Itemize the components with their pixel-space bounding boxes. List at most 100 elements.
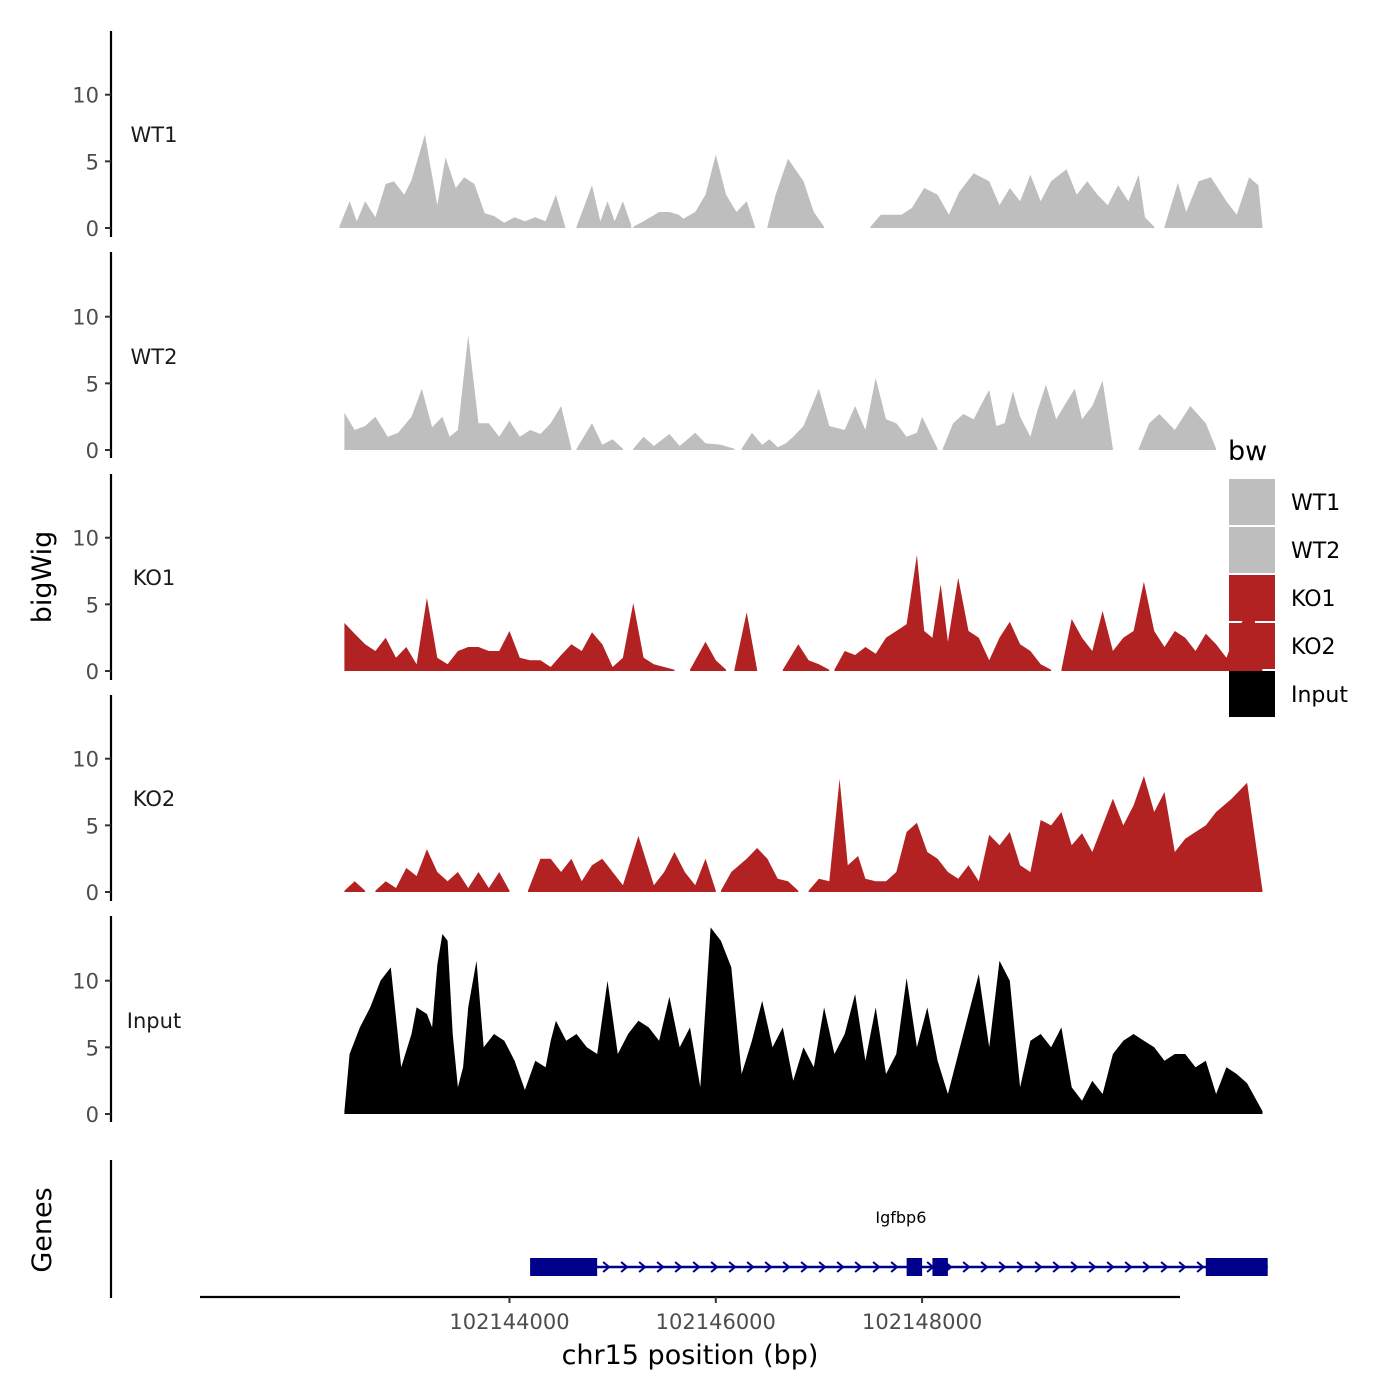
strand-arrow (1160, 1261, 1169, 1273)
coverage-area (1164, 177, 1263, 228)
coverage-area (528, 836, 716, 892)
coverage-area (870, 169, 1155, 228)
x-tick-label: 102148000 (862, 1310, 982, 1334)
coverage-area (344, 881, 366, 892)
strand-arrow (638, 1261, 647, 1273)
gene-track: Igfbp6 (109, 1160, 1268, 1298)
track-input: 0 5 10 Input (72, 916, 1263, 1127)
legend-swatch (1229, 575, 1275, 621)
coverage-area (1061, 581, 1263, 671)
legend-item-wt1: WT1 (1229, 479, 1340, 525)
y-tick-label: 0 (86, 881, 99, 905)
x-axis: 102144000 102146000 102148000 (200, 1295, 1180, 1334)
y-tick-label: 0 (86, 217, 99, 241)
strand-arrow (980, 1261, 989, 1273)
legend-label: WT1 (1291, 491, 1340, 516)
coverage-area (767, 158, 825, 228)
gene-exon (906, 1258, 923, 1276)
strand-arrow (962, 1261, 971, 1273)
legend-label: Input (1291, 683, 1348, 708)
coverage-area (734, 612, 758, 671)
strand-arrow (1196, 1261, 1205, 1273)
strand-arrow (602, 1261, 611, 1273)
track-wt2: 0 5 10 WT2 (72, 252, 1217, 463)
y-tick-label: 10 (72, 84, 99, 108)
strand-arrow (710, 1261, 719, 1273)
y-tick-label: 0 (86, 439, 99, 463)
coverage-area (344, 335, 572, 450)
strand-arrow (620, 1261, 629, 1273)
legend-title: bw (1228, 436, 1267, 467)
legend-swatch (1229, 671, 1275, 717)
coverage-area (633, 212, 685, 228)
coverage-area (344, 927, 1263, 1114)
y-tick-label: 5 (86, 814, 99, 838)
legend-swatch (1229, 527, 1275, 573)
gene-exon (530, 1258, 598, 1276)
track-ko2: 0 5 10 KO2 (72, 695, 1263, 905)
strand-arrow (692, 1261, 701, 1273)
strand-arrow (890, 1261, 899, 1273)
strand-arrow (1178, 1261, 1187, 1273)
legend: WT1 WT2 KO1 KO2 Input (1229, 479, 1348, 717)
track-label: Input (127, 1009, 181, 1033)
coverage-area (942, 380, 1113, 450)
strand-arrow (1142, 1261, 1151, 1273)
track-label: KO2 (133, 787, 176, 811)
coverage-area (741, 378, 938, 450)
coverage-area (576, 185, 632, 228)
coverage-area (344, 597, 675, 671)
y-tick-label: 0 (86, 660, 99, 684)
coverage-area (808, 776, 1263, 892)
tracks: 0 5 10 WT1 0 5 10 WT2 0 5 10 KO1 0 5 10 KO2 0 5 10 Input (72, 31, 1263, 1127)
x-axis-title: chr15 position (bp) (562, 1340, 819, 1371)
legend-swatch (1229, 623, 1275, 669)
strand-arrow (764, 1261, 773, 1273)
strand-arrow (998, 1261, 1007, 1273)
strand-arrow (656, 1261, 665, 1273)
legend-item-wt2: WT2 (1229, 527, 1340, 573)
legend-swatch (1229, 479, 1275, 525)
x-tick-label: 102144000 (449, 1310, 569, 1334)
y-tick-label: 0 (86, 1103, 99, 1127)
strand-arrow (674, 1261, 683, 1273)
strand-arrow (818, 1261, 827, 1273)
strand-arrow (1070, 1261, 1079, 1273)
strand-arrow (800, 1261, 809, 1273)
coverage-area (1138, 406, 1217, 450)
y-tick-label: 10 (72, 970, 99, 994)
strand-arrow (1088, 1261, 1097, 1273)
y-tick-label: 5 (86, 1036, 99, 1060)
coverage-area (576, 423, 623, 450)
y-tick-label: 10 (72, 748, 99, 772)
coverage-area (339, 134, 566, 228)
track-wt1: 0 5 10 WT1 (72, 31, 1263, 241)
strand-arrow (872, 1261, 881, 1273)
gene-name-label: Igfbp6 (875, 1208, 926, 1227)
coverage-area (720, 848, 799, 892)
y-tick-label: 5 (86, 593, 99, 617)
track-label: WT1 (131, 123, 178, 147)
legend-item-ko1: KO1 (1229, 575, 1336, 621)
gene-exon (932, 1258, 948, 1276)
coverage-area (690, 641, 727, 671)
strand-arrow (1016, 1261, 1025, 1273)
coverage-area (782, 644, 830, 671)
strand-arrow (1106, 1261, 1115, 1273)
gene-model: Igfbp6 (530, 1208, 1268, 1276)
coverage-area (375, 849, 510, 892)
strand-arrow (836, 1261, 845, 1273)
legend-label: KO2 (1291, 635, 1336, 660)
strand-arrow (728, 1261, 737, 1273)
genes-axis-title: Genes (27, 1187, 58, 1272)
gene-exon (1205, 1258, 1268, 1276)
y-axis-title: bigWig (27, 531, 58, 624)
strand-arrow (854, 1261, 863, 1273)
coverage-area (834, 555, 1052, 671)
legend-item-ko2: KO2 (1229, 623, 1336, 669)
x-tick-label: 102146000 (656, 1310, 776, 1334)
legend-label: WT2 (1291, 539, 1340, 564)
track-label: WT2 (131, 345, 178, 369)
y-tick-label: 5 (86, 150, 99, 174)
